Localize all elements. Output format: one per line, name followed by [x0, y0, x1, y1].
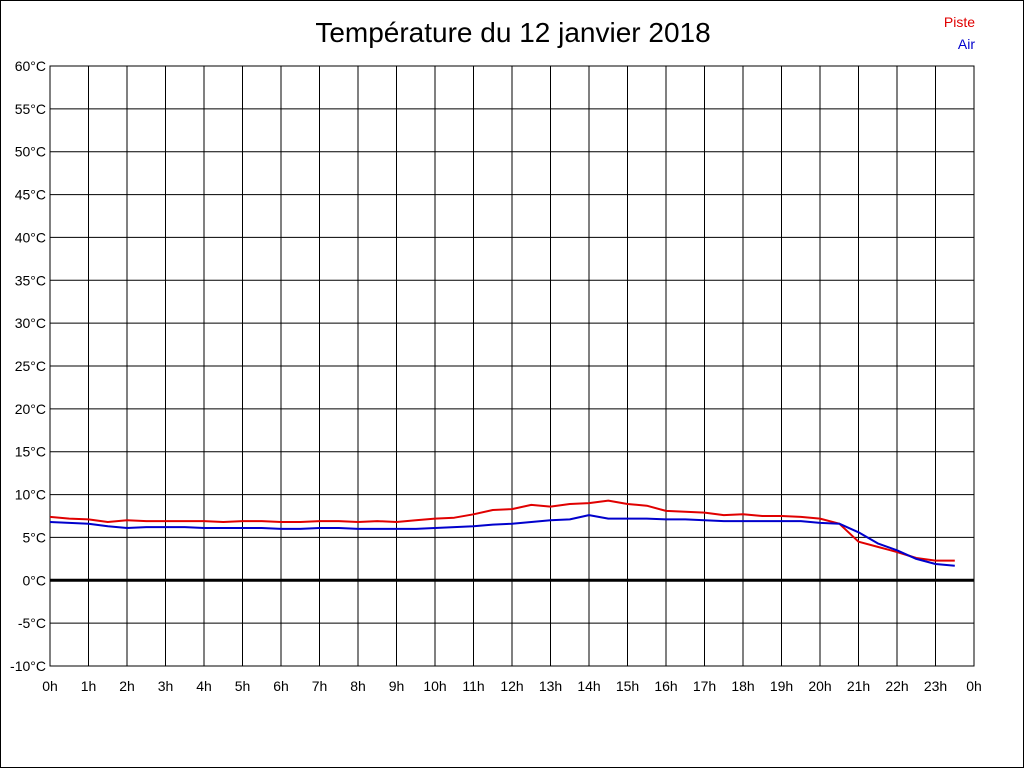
series-line-air: [49, 514, 955, 567]
x-tick-label: 18h: [731, 678, 754, 694]
y-tick-label: 40°C: [15, 229, 46, 245]
y-tick-label: 55°C: [15, 101, 46, 117]
x-tick-label: 23h: [924, 678, 947, 694]
y-tick-label: 30°C: [15, 315, 46, 331]
x-tick-label: 3h: [158, 678, 174, 694]
y-tick-label: 10°C: [15, 487, 46, 503]
x-tick-label: 17h: [693, 678, 716, 694]
x-tick-label: 6h: [273, 678, 289, 694]
x-tick-label: 21h: [847, 678, 870, 694]
y-tick-label: 50°C: [15, 144, 46, 160]
y-tick-label: 35°C: [15, 272, 46, 288]
y-tick-label: 45°C: [15, 187, 46, 203]
x-tick-label: 2h: [119, 678, 135, 694]
x-tick-label: 0h: [966, 678, 982, 694]
x-tick-label: 10h: [423, 678, 446, 694]
x-tick-label: 9h: [389, 678, 405, 694]
x-tick-label: 0h: [42, 678, 58, 694]
y-tick-label: 60°C: [15, 58, 46, 74]
y-tick-label: 15°C: [15, 444, 46, 460]
y-tick-label: -5°C: [18, 615, 46, 631]
x-tick-label: 15h: [616, 678, 639, 694]
y-tick-label: 20°C: [15, 401, 46, 417]
chart-title: Température du 12 janvier 2018: [315, 17, 711, 48]
x-tick-label: 8h: [350, 678, 366, 694]
x-tick-label: 1h: [81, 678, 97, 694]
legend-entry-air: Air: [957, 36, 975, 52]
x-tick-label: 16h: [654, 678, 677, 694]
x-tick-label: 5h: [235, 678, 251, 694]
y-tick-label: 5°C: [23, 529, 47, 545]
x-tick-label: 14h: [577, 678, 600, 694]
y-tick-label: 0°C: [23, 572, 47, 588]
x-tick-label: 20h: [808, 678, 831, 694]
y-tick-label: -10°C: [10, 658, 46, 674]
x-tick-label: 11h: [462, 678, 484, 694]
legend-entry-piste: Piste: [943, 14, 975, 30]
y-tick-label: 25°C: [15, 358, 46, 374]
x-tick-label: 22h: [885, 678, 908, 694]
x-tick-label: 12h: [500, 678, 523, 694]
x-tick-label: 13h: [539, 678, 562, 694]
series-line-piste: [49, 499, 955, 562]
x-tick-label: 19h: [770, 678, 793, 694]
x-tick-label: 7h: [312, 678, 328, 694]
x-tick-label: 4h: [196, 678, 212, 694]
